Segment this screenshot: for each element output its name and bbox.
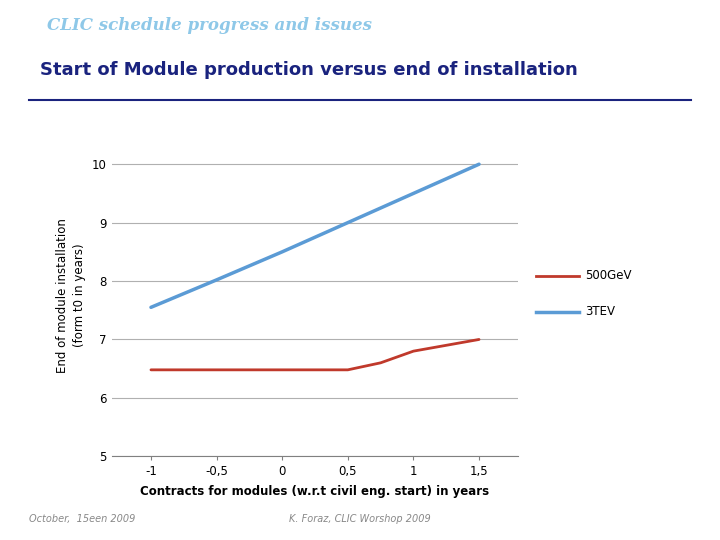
Y-axis label: End of module installation
(form t0 in years): End of module installation (form t0 in y… [56,218,86,373]
Text: K. Foraz, CLIC Worshop 2009: K. Foraz, CLIC Worshop 2009 [289,514,431,524]
Text: October,  15een 2009: October, 15een 2009 [29,514,135,524]
Text: 500GeV: 500GeV [585,269,631,282]
Text: 3TEV: 3TEV [585,305,615,318]
Text: Start of Module production versus end of installation: Start of Module production versus end of… [40,61,577,79]
Text: CLIC schedule progress and issues: CLIC schedule progress and issues [47,17,372,33]
X-axis label: Contracts for modules (w.r.t civil eng. start) in years: Contracts for modules (w.r.t civil eng. … [140,485,490,498]
